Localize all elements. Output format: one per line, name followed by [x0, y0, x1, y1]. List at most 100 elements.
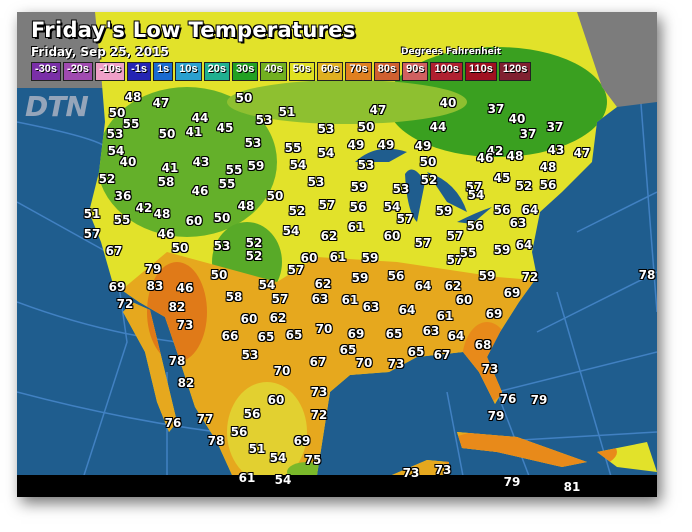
temperature-label: 53: [255, 113, 273, 127]
temperature-label: 50: [213, 211, 231, 225]
temperature-label: 68: [474, 338, 492, 352]
temperature-label: 45: [493, 171, 511, 185]
temperature-label: 59: [493, 243, 511, 257]
temperature-label: 57: [446, 229, 464, 243]
temperature-label: 59: [478, 269, 496, 283]
temperature-label: 50: [210, 268, 228, 282]
temperature-label: 52: [515, 179, 533, 193]
temperature-label: 52: [245, 249, 263, 263]
temperature-label: 54: [107, 144, 125, 158]
legend-item: 1s: [153, 62, 174, 81]
temperature-label: 50: [419, 155, 437, 169]
temperature-label: 69: [293, 434, 311, 448]
temperature-label: 48: [237, 199, 255, 213]
temperature-label: 53: [357, 158, 375, 172]
temperature-label: 78: [638, 268, 656, 282]
temperature-label: 57: [465, 180, 483, 194]
temperature-label: 77: [196, 412, 214, 426]
temperature-label: 59: [351, 271, 369, 285]
temperature-label: 56: [493, 203, 511, 217]
temperature-label: 54: [274, 473, 292, 487]
legend-item: 40s: [260, 62, 287, 81]
temperature-label: 61: [238, 471, 256, 485]
temperature-label: 61: [329, 250, 347, 264]
temperature-label: 37: [487, 102, 505, 116]
temperature-label: 72: [310, 408, 328, 422]
temperature-label: 52: [245, 236, 263, 250]
temperature-label: 56: [466, 219, 484, 233]
temperature-label: 41: [185, 125, 203, 139]
temperature-label: 57: [83, 227, 101, 241]
temperature-label: 78: [207, 434, 225, 448]
temperature-label: 40: [439, 96, 457, 110]
temperature-legend: -30s -20s -10s -1s 1s 10s 20s 30s 40s 50s 60s 70s 80…: [31, 62, 532, 81]
temperature-label: 37: [546, 120, 564, 134]
temperature-label: 67: [309, 355, 327, 369]
temperature-label: 63: [311, 292, 329, 306]
map-title: Friday's Low Temperatures: [31, 18, 356, 42]
temperature-label: 82: [168, 300, 186, 314]
temperature-label: 40: [119, 155, 137, 169]
temperature-label: 52: [420, 173, 438, 187]
temperature-label: 44: [191, 111, 209, 125]
temperature-label: 63: [422, 324, 440, 338]
temperature-label: 49: [414, 139, 432, 153]
temperature-label: 61: [347, 220, 365, 234]
temperature-label: 43: [547, 143, 565, 157]
temperature-label: 70: [355, 356, 373, 370]
temperature-label: 79: [503, 475, 521, 489]
temperature-label: 60: [267, 393, 285, 407]
legend-item: -20s: [63, 62, 94, 81]
temperature-label: 82: [177, 376, 195, 390]
temperature-label: 60: [240, 312, 258, 326]
temperature-label: 72: [116, 297, 134, 311]
temperature-label: 50: [158, 127, 176, 141]
dtn-logo: DTN: [25, 90, 89, 123]
temperature-label: 37: [519, 127, 537, 141]
legend-item: -10s: [95, 62, 126, 81]
temperature-label: 76: [164, 416, 182, 430]
temperature-label: 56: [539, 178, 557, 192]
temperature-label: 53: [307, 175, 325, 189]
temperature-label: 73: [402, 466, 420, 480]
temperature-label: 50: [171, 241, 189, 255]
temperature-label: 57: [287, 263, 305, 277]
temperature-label: 46: [176, 281, 194, 295]
temperature-label: 66: [221, 329, 239, 343]
temperature-label: 78: [168, 354, 186, 368]
temperature-label: 69: [108, 280, 126, 294]
temperature-label: 48: [506, 149, 524, 163]
temperature-label: 79: [144, 262, 162, 276]
temperature-label: 61: [436, 309, 454, 323]
temperature-label: 45: [216, 121, 234, 135]
temperature-label: 75: [304, 453, 322, 467]
temperature-label: 54: [317, 146, 335, 160]
temperature-label: 50: [235, 91, 253, 105]
temperature-label: 79: [530, 393, 548, 407]
temperature-label: 60: [455, 293, 473, 307]
temperature-label: 52: [288, 204, 306, 218]
legend-item: -1s: [127, 62, 151, 81]
legend-item: 80s: [373, 62, 401, 81]
temperature-label: 64: [398, 303, 416, 317]
temperature-label: 53: [241, 348, 259, 362]
temperature-label: 63: [509, 216, 527, 230]
legend-item: 120s: [498, 62, 532, 81]
temperature-label: 41: [161, 161, 179, 175]
temperature-label: 51: [83, 207, 101, 221]
temperature-label: 47: [369, 103, 387, 117]
temperature-label: 67: [105, 244, 123, 258]
temperature-label: 70: [273, 364, 291, 378]
legend-item: 100s: [430, 62, 463, 81]
temperature-label: 54: [258, 278, 276, 292]
temperature-label: 54: [467, 188, 485, 202]
temperature-label: 70: [315, 322, 333, 336]
temperature-label: 73: [481, 362, 499, 376]
temperature-label: 43: [192, 155, 210, 169]
temperature-label: 46: [191, 184, 209, 198]
temperature-label: 48: [539, 160, 557, 174]
temperature-label: 62: [320, 229, 338, 243]
temperature-label: 65: [339, 343, 357, 357]
map-canvas: [17, 12, 657, 497]
temperature-label: 79: [487, 409, 505, 423]
